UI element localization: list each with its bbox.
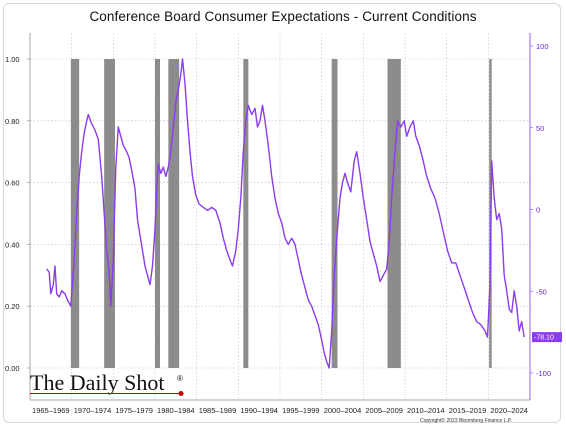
- recession-band: [168, 59, 180, 368]
- x-tick-label: 2020–2024: [490, 406, 528, 415]
- left-tick-label: 0.20: [5, 302, 20, 311]
- right-tick-label: 50: [536, 124, 544, 133]
- last-value-badge: [532, 332, 562, 343]
- recession-band: [243, 59, 249, 368]
- recession-bands: [70, 59, 492, 368]
- x-tick-label: 2010–2014: [407, 406, 445, 415]
- left-tick-label: 0.80: [5, 117, 20, 126]
- x-tick-label: 2000–2004: [324, 406, 362, 415]
- last-value-label: -78.10: [534, 335, 554, 342]
- left-tick-label: 0.00: [5, 364, 20, 373]
- chart-frame: [3, 3, 561, 423]
- x-tick-label: 1995–1999: [282, 406, 320, 415]
- recession-band: [331, 59, 338, 368]
- logo-text: The Daily Shot: [30, 370, 164, 395]
- x-tick-label: 2005–2009: [365, 406, 403, 415]
- left-tick-label: 0.40: [5, 240, 20, 249]
- left-tick-label: 1.00: [5, 55, 20, 64]
- x-tick-label: 1965–1969: [32, 406, 70, 415]
- axes: [27, 33, 533, 401]
- x-tick-label: 1970–1974: [74, 406, 112, 415]
- recession-band: [155, 59, 160, 368]
- logo-underline: [30, 393, 180, 394]
- x-tick-label: 1985–1989: [199, 406, 237, 415]
- logo-dot: [178, 391, 184, 396]
- series-line: [46, 58, 525, 369]
- x-tick-label: 2015–2019: [449, 406, 487, 415]
- x-tick-label: 1975–1979: [115, 406, 153, 415]
- left-tick-label: 0.60: [5, 179, 20, 188]
- copyright-text: Copyright© 2023 Bloomberg Finance L.P.: [420, 417, 512, 424]
- axis-labels: 0.00 0.20 0.40 0.60 0.80 1.00 100 50 0 -50 -100 196…: [5, 42, 551, 415]
- chart-title: Conference Board Consumer Expectations -…: [89, 9, 477, 24]
- series-layer: -78.10: [46, 58, 562, 369]
- recession-band: [70, 59, 80, 368]
- x-tick-label: 1990–1994: [240, 406, 278, 415]
- logo-registered-mark: ®: [177, 374, 183, 383]
- watermark-logo: The Daily Shot ®: [30, 370, 184, 396]
- recession-band: [387, 59, 401, 368]
- x-tick-label: 1980–1984: [157, 406, 195, 415]
- right-tick-label: -50: [536, 287, 547, 296]
- right-tick-label: -100: [536, 369, 551, 378]
- right-tick-label: 0: [536, 206, 540, 215]
- right-tick-label: 100: [536, 42, 549, 51]
- recession-band: [104, 59, 115, 368]
